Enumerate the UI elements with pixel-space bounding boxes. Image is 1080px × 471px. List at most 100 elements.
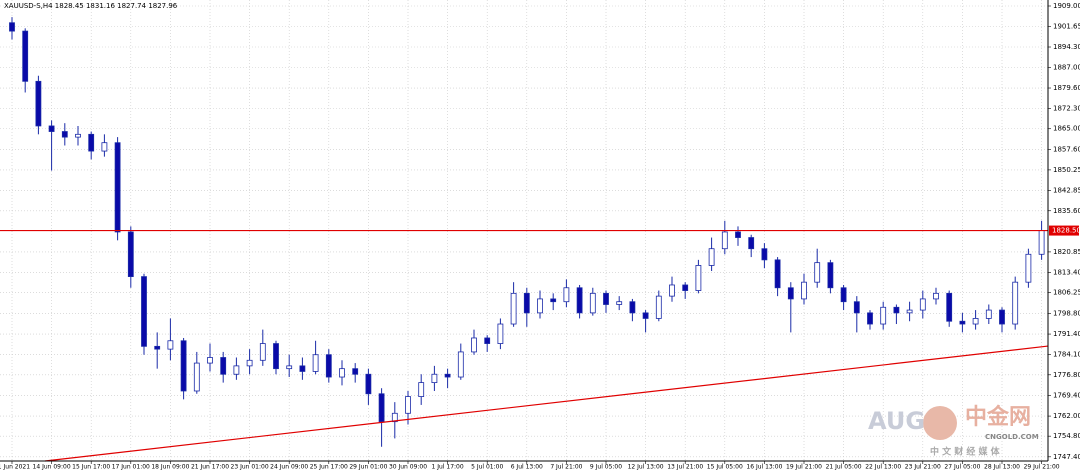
candle-body (919, 298, 926, 311)
x-tick-label: 12 Jul 13:00 (628, 464, 664, 471)
candle-body (457, 351, 464, 378)
candle-body (484, 337, 491, 344)
candle-body (563, 287, 570, 303)
watermark-logo (923, 406, 957, 440)
candle-body (669, 284, 675, 297)
candle-body (972, 318, 979, 325)
y-tick-label: 1784.10 (1053, 350, 1080, 358)
candle-body (603, 292, 609, 305)
x-tick-label: 23 Jun 01:00 (231, 464, 269, 471)
candle-body (246, 359, 253, 367)
candle-body (299, 365, 306, 372)
watermark-text: AUG (868, 407, 925, 435)
x-tick-label: 18 Jun 09:00 (151, 464, 189, 471)
candle-body (193, 362, 200, 392)
y-tick-label: 1850.25 (1053, 166, 1080, 174)
candle-body (9, 22, 15, 32)
candle-body (127, 231, 134, 278)
candle-body (1012, 281, 1019, 325)
candle-body (840, 287, 847, 303)
x-tick-label: 11 Jun 2021 (0, 464, 30, 471)
candle-body (405, 396, 411, 414)
overlays: 1828.50 (0, 225, 1080, 462)
y-tick-label: 1820.85 (1053, 248, 1080, 256)
candle-body (682, 284, 689, 291)
candle-body (616, 301, 623, 305)
candle-body (497, 323, 504, 344)
watermark-text: 中 文 财 经 媒 体 (930, 446, 1001, 458)
watermark-text: 中金网 (965, 404, 1031, 430)
y-tick-label: 1762.00 (1053, 412, 1080, 420)
candle-body (999, 309, 1005, 325)
watermark-text: CNGOLD.COM (985, 433, 1039, 441)
y-tick-label: 1776.80 (1053, 371, 1080, 379)
candle-body (88, 133, 95, 152)
candle-body (418, 382, 425, 397)
x-tick-label: 21 Jul 05:00 (826, 464, 862, 471)
x-tick-label: 16 Jul 13:00 (746, 464, 782, 471)
x-tick-label: 22 Jul 13:00 (865, 464, 901, 471)
candle-body (721, 231, 728, 250)
x-tick-label: 30 Jun 09:00 (389, 464, 427, 471)
candle-body (985, 309, 992, 319)
candle-body (352, 368, 359, 375)
candle-body (655, 295, 662, 319)
x-tick-label: 19 Jul 21:00 (786, 464, 822, 471)
x-tick-label: 28 Jul 13:00 (984, 464, 1020, 471)
y-tick-label: 1798.80 (1053, 309, 1080, 317)
trend-line (44, 345, 1049, 462)
candle-body (35, 80, 42, 127)
candle-body (312, 354, 319, 372)
candle-body (708, 248, 715, 266)
candle-body (748, 237, 755, 250)
y-tick-label: 1835.60 (1053, 207, 1080, 215)
candle-body (207, 357, 213, 364)
candle-body (114, 142, 121, 233)
candle-body (523, 292, 530, 314)
candle-body (325, 354, 332, 378)
candle-body (259, 343, 266, 361)
candle-body (339, 368, 345, 378)
price-label-box (1049, 225, 1079, 236)
x-tick-label: 1 Jul 17:00 (432, 464, 464, 471)
x-tick-label: 14 Jun 09:00 (33, 464, 71, 471)
x-tick-label: 15 Jul 05:00 (707, 464, 743, 471)
candle-body (365, 373, 372, 395)
candle-body (642, 312, 649, 319)
y-tick-label: 1857.60 (1053, 145, 1080, 153)
chart-title: XAUUSD-S,H4 1828.45 1831.16 1827.74 1827… (4, 2, 178, 10)
candle-body (787, 287, 794, 300)
candle-body (853, 301, 860, 314)
candle-body (378, 393, 385, 423)
candles (9, 17, 1045, 447)
candle-body (801, 281, 807, 300)
candle-body (471, 337, 477, 353)
y-tick-label: 1872.30 (1053, 104, 1080, 112)
y-tick-label: 1842.85 (1053, 187, 1080, 195)
watermark: AUG 中金网 CNGOLD.COM 中 文 财 经 媒 体 (868, 404, 1039, 458)
candle-body (550, 298, 557, 303)
candle-body (167, 340, 174, 350)
y-tick-label: 1901.65 (1053, 23, 1080, 31)
candle-body (141, 276, 147, 347)
candle-body (273, 343, 279, 370)
candle-body (774, 259, 781, 289)
candle-body (444, 373, 451, 378)
y-tick-label: 1806.25 (1053, 289, 1080, 297)
candle-body (761, 248, 768, 261)
candle-body (735, 231, 741, 238)
candle-body (814, 262, 821, 283)
y-tick-label: 1813.40 (1053, 269, 1080, 277)
y-tick-label: 1754.80 (1053, 432, 1080, 440)
y-tick-label: 1791.40 (1053, 330, 1080, 338)
candle-body (946, 292, 953, 322)
price-label: 1828.50 (1052, 227, 1080, 235)
candle-body (695, 265, 702, 291)
candle-body (48, 125, 55, 132)
candle-body (1038, 230, 1045, 255)
candle-body (510, 292, 517, 325)
candle-body (220, 357, 227, 375)
x-tick-label: 6 Jul 13:00 (511, 464, 543, 471)
